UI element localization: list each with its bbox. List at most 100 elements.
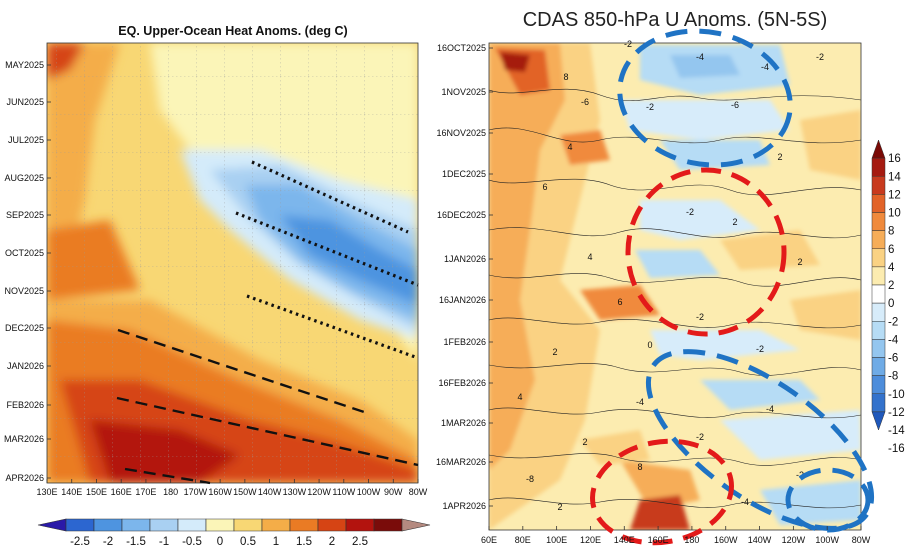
left-y-tick-label: DEC2025 xyxy=(5,323,44,333)
left-x-tick-label: 140E xyxy=(61,487,82,497)
contour-label: -2 xyxy=(646,102,654,112)
right-colorbar-swatch xyxy=(871,194,886,213)
right-colorbar-label: -14 xyxy=(888,425,905,437)
left-x-ticks: 130E 140E 150E 160E 170E 180 170W 160W 150W 140W 1… xyxy=(36,479,428,497)
right-colorbar-swatch xyxy=(871,284,886,304)
left-y-tick-label: JUN2025 xyxy=(6,97,44,107)
left-x-tick-label: 160E xyxy=(111,487,132,497)
contour-label: -2 xyxy=(816,52,824,62)
right-x-tick-label: 160E xyxy=(648,535,669,545)
left-y-tick-label: NOV2025 xyxy=(4,286,44,296)
right-y-tick-label: 1NOV2025 xyxy=(441,87,486,97)
contour-label: 4 xyxy=(567,142,572,152)
contour-label: -4 xyxy=(696,52,704,62)
left-colorbar-swatch xyxy=(373,518,403,532)
right-colorbar-label: 8 xyxy=(888,226,894,238)
left-colorbar-swatch xyxy=(149,518,179,532)
left-colorbar-label: -2.5 xyxy=(70,536,90,548)
contour-label: 2 xyxy=(552,347,557,357)
left-x-tick-label: 130E xyxy=(36,487,57,497)
contour-label: 2 xyxy=(777,152,782,162)
contour-label: 2 xyxy=(557,502,562,512)
contour-label: -2 xyxy=(756,344,764,354)
contour-label: -4 xyxy=(766,404,774,414)
contour-label: -2 xyxy=(796,470,804,480)
right-y-tick-label: 16DEC2025 xyxy=(437,210,486,220)
right-x-tick-label: 100W xyxy=(815,535,839,545)
right-colorbar-label: -4 xyxy=(888,334,899,346)
right-colorbar-swatch xyxy=(871,375,886,394)
left-y-tick-label: MAR2026 xyxy=(4,434,44,444)
right-y-tick-label: 1MAR2026 xyxy=(441,418,486,428)
left-x-tick-label: 180 xyxy=(163,487,178,497)
left-x-tick-label: 120W xyxy=(307,487,331,497)
left-y-tick-label: JAN2026 xyxy=(7,361,44,371)
right-colorbar-swatch xyxy=(871,302,886,322)
left-chart-title: EQ. Upper-Ocean Heat Anoms. (deg C) xyxy=(118,24,347,38)
right-x-tick-label: 120W xyxy=(782,535,806,545)
left-colorbar-label: -2 xyxy=(103,536,113,548)
right-colorbar-label: 6 xyxy=(888,244,894,256)
right-colorbar-swatch xyxy=(871,176,886,195)
left-colorbar-label: 1.5 xyxy=(296,536,312,548)
right-x-tick-label: 60E xyxy=(481,535,497,545)
left-y-tick-label: JUL2025 xyxy=(8,135,44,145)
left-x-tick-label: 160W xyxy=(208,487,232,497)
left-y-tick-label: SEP2025 xyxy=(6,210,44,220)
right-y-tick-label: 1DEC2025 xyxy=(442,169,486,179)
left-x-tick-label: 150W xyxy=(233,487,257,497)
right-x-tick-label: 100E xyxy=(546,535,567,545)
contour-label: -4 xyxy=(741,497,749,507)
dotted-trend-lines xyxy=(235,160,419,360)
contour-labels: -2 8 -4 -4 -2 -6 -2 -6 4 2 6 -2 2 4 2 6 -2 2 0 -2 4 -4 -4 2 -2 8 -… xyxy=(517,39,824,512)
left-colorbar-swatch xyxy=(289,518,319,532)
left-x-tick-label: 110W xyxy=(332,487,355,497)
right-colorbar-swatch xyxy=(871,157,886,177)
contour-label: -4 xyxy=(761,62,769,72)
right-colorbar-label: 16 xyxy=(888,153,901,165)
contour-label: 6 xyxy=(542,182,547,192)
right-colorbar-label: -6 xyxy=(888,353,898,365)
right-y-ticks: 16OCT2025 1NOV2025 16NOV2025 1DEC2025 16DEC2… xyxy=(436,43,493,511)
contour-label: 2 xyxy=(797,257,802,267)
right-y-tick-label: 16JAN2026 xyxy=(439,295,486,305)
right-x-tick-label: 140W xyxy=(748,535,772,545)
right-x-ticks: 60E 80E 100E 120E 140E 160E 180 160W 140W 120W 100… xyxy=(481,526,871,545)
right-colorbar-label: 12 xyxy=(888,189,901,201)
contour-label: 8 xyxy=(563,72,568,82)
left-colorbar-label: -0.5 xyxy=(182,536,202,548)
ocean-heat-field xyxy=(47,43,418,483)
contour-label: -2 xyxy=(696,312,704,322)
left-colorbar-label: -1 xyxy=(159,536,169,548)
left-colorbar: -2.5 -2 -1.5 -1 -0.5 0 0.5 1 1.5 2 2.5 xyxy=(37,518,431,548)
left-colorbar-label: -1.5 xyxy=(126,536,146,548)
contour-label: -2 xyxy=(686,207,694,217)
contour-label: 6 xyxy=(617,297,622,307)
right-colorbar-swatch xyxy=(871,230,886,249)
right-y-tick-label: 16OCT2025 xyxy=(437,43,486,53)
right-y-tick-label: 16NOV2025 xyxy=(436,128,486,138)
right-colorbar-swatch xyxy=(871,248,886,268)
left-x-tick-label: 80W xyxy=(409,487,428,497)
right-x-tick-label: 140E xyxy=(614,535,635,545)
right-colorbar-label: -12 xyxy=(888,407,905,419)
contour-label: 0 xyxy=(647,340,652,350)
left-y-tick-label: FEB2026 xyxy=(6,400,44,410)
left-colorbar-swatch xyxy=(317,518,347,532)
right-x-tick-label: 80E xyxy=(515,535,531,545)
contour-lines xyxy=(489,88,861,509)
contour-label: 2 xyxy=(582,437,587,447)
right-x-tick-label: 160W xyxy=(714,535,738,545)
right-colorbar-label: 0 xyxy=(888,298,894,310)
contour-label: -8 xyxy=(526,474,534,484)
left-x-tick-label: 90W xyxy=(384,487,403,497)
right-colorbar-swatch xyxy=(871,411,886,431)
left-colorbar-swatch xyxy=(93,518,123,532)
contour-label: 4 xyxy=(587,252,592,262)
left-y-tick-label: OCT2025 xyxy=(5,248,44,258)
right-colorbar-swatch xyxy=(871,212,886,231)
right-colorbar-label: 14 xyxy=(888,171,901,183)
left-colorbar-swatch xyxy=(345,518,375,532)
right-colorbar: 16 14 12 10 8 6 4 2 0 -2 -4 -6 -8 -10 -12 -14 -16 xyxy=(871,139,905,455)
